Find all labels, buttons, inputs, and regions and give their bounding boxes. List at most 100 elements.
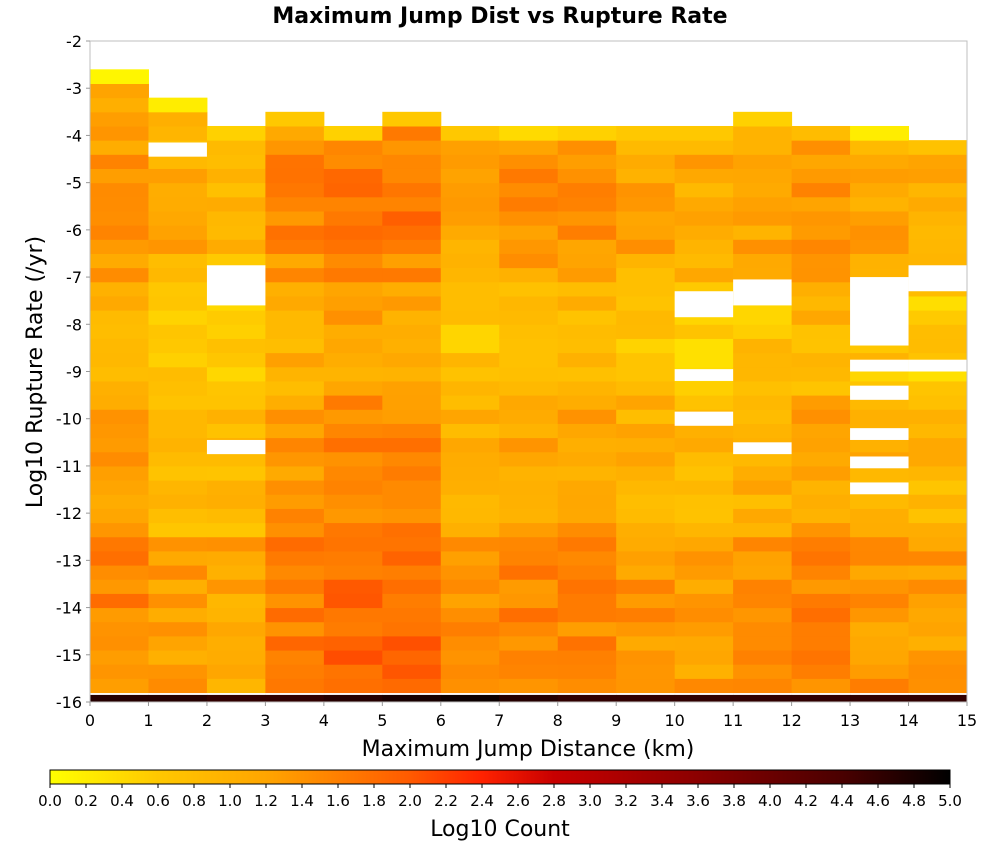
heatmap-cell (616, 536, 676, 552)
heatmap-cell (440, 281, 500, 297)
heatmap-cell (206, 522, 266, 538)
heatmap-cell (206, 168, 266, 184)
heatmap-cell (148, 508, 208, 524)
heatmap-cell (90, 451, 149, 467)
heatmap-cell (323, 409, 383, 424)
heatmap-cell (90, 480, 149, 495)
heatmap-cell (557, 295, 617, 311)
heatmap-cell (265, 508, 325, 524)
heatmap-cell (499, 409, 559, 424)
heatmap-cell (791, 366, 851, 382)
heatmap-cell (908, 140, 968, 155)
heatmap-cell (323, 508, 383, 524)
heatmap-cell (557, 210, 617, 226)
heatmap-cell (791, 225, 851, 240)
heatmap-cell (733, 168, 793, 184)
heatmap-cell (674, 182, 734, 198)
heatmap-cell (148, 465, 208, 481)
heatmap-cell (908, 210, 968, 226)
heatmap-cell (206, 565, 266, 580)
heatmap-cell (206, 338, 266, 354)
empty-bin (850, 428, 909, 440)
heatmap-cell (265, 494, 325, 509)
heatmap-cell (148, 395, 208, 410)
heatmap-cell (323, 225, 383, 240)
heatmap-cell (382, 380, 442, 396)
heatmap-cell (908, 154, 968, 169)
y-tick-label: -16 (56, 693, 82, 712)
heatmap-cell (850, 168, 910, 184)
heatmap-cell (616, 423, 676, 439)
heatmap-cell (733, 423, 793, 439)
heatmap-cell (382, 168, 442, 184)
heatmap-cell (206, 550, 266, 566)
heatmap-cell (148, 423, 208, 439)
heatmap-cell (616, 366, 676, 382)
heatmap-cell (382, 536, 442, 552)
heatmap-cell (557, 437, 617, 453)
colorbar-tick-label: 0.6 (146, 792, 170, 810)
x-tick-label: 14 (898, 711, 918, 730)
heatmap-cell (850, 536, 910, 552)
heatmap-cell (323, 295, 383, 311)
heatmap-cell (499, 508, 559, 524)
heatmap-cell (206, 225, 266, 240)
heatmap-cell (148, 565, 208, 580)
heatmap-cell (206, 451, 266, 467)
heatmap-cell (908, 324, 968, 339)
heatmap-cell (499, 550, 559, 566)
heatmap-cell (674, 239, 734, 254)
heatmap-cell (382, 593, 442, 609)
heatmap-cell (206, 678, 266, 694)
heatmap-cell (557, 664, 617, 679)
heatmap-cell (674, 565, 734, 580)
heatmap-cell (440, 480, 500, 495)
x-tick-label: 7 (494, 711, 504, 730)
heatmap-cell (323, 451, 383, 467)
heatmap-cell (733, 494, 793, 509)
heatmap-cell (674, 694, 734, 702)
heatmap-cell (791, 621, 851, 637)
empty-bin (850, 277, 909, 346)
heatmap-cell (850, 635, 910, 651)
y-tick-label: -13 (56, 551, 82, 570)
heatmap-cell (850, 579, 910, 594)
heatmap-cell (382, 310, 442, 325)
heatmap-cell (557, 565, 617, 580)
heatmap-cell (850, 253, 910, 269)
heatmap-cell (382, 154, 442, 169)
colorbar-label: Log10 Count (430, 817, 570, 842)
heatmap-cell (382, 225, 442, 240)
heatmap-cell (733, 409, 793, 424)
heatmap-cell (323, 664, 383, 679)
heatmap-cell (206, 366, 266, 382)
heatmap-cell (908, 508, 968, 524)
heatmap-cell (148, 352, 208, 368)
heatmap-cell (499, 465, 559, 481)
heatmap-cell (674, 593, 734, 609)
heatmap-cell (791, 324, 851, 339)
heatmap-cell (674, 196, 734, 212)
heatmap-cell (148, 522, 208, 538)
heatmap-cell (440, 182, 500, 198)
heatmap-cell (908, 295, 968, 311)
heatmap-cell (850, 210, 910, 226)
heatmap-cell (499, 650, 559, 665)
heatmap-cell (148, 168, 208, 184)
heatmap-cell (791, 650, 851, 665)
x-axis-label: Maximum Jump Distance (km) (362, 737, 695, 762)
heatmap-cell (148, 494, 208, 509)
heatmap-cell (791, 125, 851, 141)
heatmap-cell (557, 352, 617, 368)
heatmap-cell (557, 550, 617, 566)
heatmap-cell (90, 154, 149, 169)
y-tick-label: -11 (56, 457, 82, 476)
colorbar-tick-label: 4.0 (758, 792, 782, 810)
heatmap-cell (265, 678, 325, 694)
y-axis-ticks: -2 -3 -4 -5 -6 -7 -8 -9 -10 -11 -12 -13 -14 -15 -16 (56, 32, 90, 712)
heatmap-cell (206, 508, 266, 524)
y-tick-label: -5 (66, 174, 82, 193)
heatmap-cell (616, 125, 676, 141)
heatmap-cell (265, 310, 325, 325)
heatmap-cell (557, 536, 617, 552)
